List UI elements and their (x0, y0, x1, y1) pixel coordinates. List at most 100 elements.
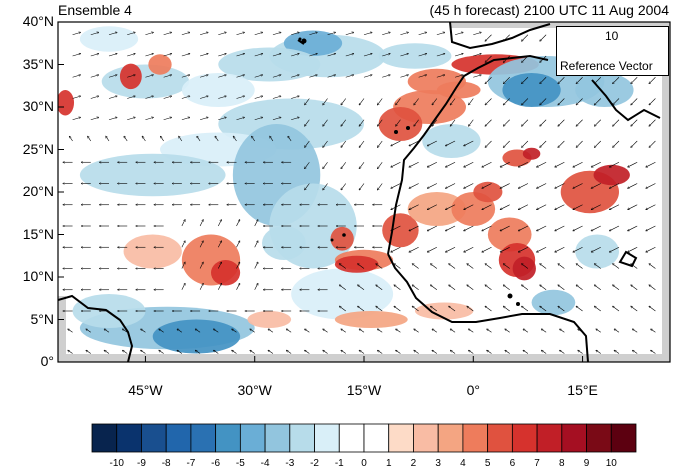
wind-vector (541, 350, 547, 354)
wind-vector (394, 306, 401, 312)
wind-vector (72, 75, 81, 78)
wind-vector (540, 264, 547, 269)
wind-vector (327, 32, 336, 36)
wind-vector (482, 225, 492, 231)
wind-vector (377, 98, 383, 105)
wind-vector (573, 161, 583, 167)
anomaly-blob (152, 319, 241, 354)
wind-vector (649, 77, 656, 83)
wind-vector (631, 285, 638, 290)
wind-vector (591, 204, 601, 210)
anomaly-blob (531, 289, 576, 316)
colorbar-tick-label: 1 (385, 458, 392, 469)
wind-vector (454, 54, 463, 57)
colorbar-cell (437, 423, 464, 453)
wind-vector (503, 285, 510, 290)
anomaly-blob (522, 147, 541, 160)
wind-vector (523, 329, 529, 333)
wind-vector (400, 32, 408, 36)
wind-vector (233, 136, 237, 142)
lon-label: 15°E (567, 382, 598, 398)
wind-vector (286, 329, 292, 333)
wind-vector (591, 161, 601, 167)
wind-vector (649, 98, 656, 105)
wind-vector (522, 285, 529, 290)
wind-vector (473, 75, 481, 78)
lon-label: 30°W (237, 382, 272, 398)
wind-vector (377, 119, 383, 126)
wind-vector (141, 350, 146, 354)
wind-vector (427, 225, 437, 231)
colorbar-tick-label: 10 (605, 458, 617, 469)
wind-vector (236, 54, 245, 57)
wind-vector (436, 54, 445, 57)
wind-vector (199, 241, 203, 248)
anomaly-blob (79, 153, 226, 197)
wind-vector (450, 119, 456, 126)
wind-vector (124, 136, 128, 142)
wind-vector (522, 98, 529, 105)
wind-vector (646, 225, 656, 231)
anomaly-blob (378, 107, 423, 141)
wind-vector (396, 98, 401, 105)
anomaly-blob (211, 260, 241, 286)
wind-vector (649, 285, 656, 290)
wind-vector (323, 162, 328, 168)
colorbar-tick-label: 2 (410, 458, 417, 469)
lat-label: 5°N (30, 310, 55, 327)
wind-vector (473, 54, 481, 57)
colorbar-cell (363, 423, 390, 453)
wind-vector (108, 96, 117, 99)
wind-vector (482, 183, 492, 189)
wind-vector (359, 183, 365, 190)
wind-vector (108, 54, 117, 57)
colorbar-tick-label: -5 (235, 458, 245, 469)
anomaly-blob (58, 90, 75, 116)
wind-vector (254, 75, 263, 78)
wind-vector (108, 32, 117, 36)
anomaly-blob (473, 181, 503, 203)
wind-vector (323, 183, 328, 190)
wind-vector (632, 350, 638, 354)
wind-vector (327, 54, 336, 57)
wind-vector (518, 204, 529, 210)
wind-vector (396, 119, 401, 126)
wind-vector (236, 96, 245, 99)
wind-vector (505, 329, 510, 333)
wind-vector (464, 183, 474, 189)
coastline (58, 22, 661, 362)
wind-vector (291, 75, 299, 78)
colorbar-cell (215, 423, 241, 453)
wind-vector (594, 140, 601, 147)
wind-vector (215, 136, 219, 142)
colorbar-tick-label: 4 (460, 458, 466, 469)
wind-vector (596, 350, 601, 354)
wind-vector (108, 117, 117, 121)
wind-vector (594, 98, 601, 105)
wind-vector (69, 136, 73, 142)
wind-vector (613, 119, 620, 126)
wind-vector (467, 306, 474, 312)
wind-vector (90, 96, 99, 99)
wind-vector (254, 241, 258, 248)
anomaly-blob (218, 47, 321, 82)
wind-vector (163, 75, 172, 78)
wind-vector (323, 350, 328, 354)
wind-vector (341, 162, 347, 168)
wind-vector (414, 98, 419, 105)
wind-vector (487, 329, 492, 333)
wind-vector (450, 350, 456, 354)
wind-vector (649, 140, 656, 147)
wind-vector (649, 264, 656, 269)
wind-vector (445, 140, 456, 146)
wind-vector (213, 329, 219, 333)
colorbar-tick-label: -1 (334, 458, 344, 469)
colorbar-cell (314, 423, 340, 453)
wind-vector (323, 119, 328, 126)
wind-vector (359, 140, 365, 147)
colorbar-tick-label: 8 (559, 458, 565, 469)
wind-vector (391, 161, 401, 167)
wind-vector (482, 161, 492, 167)
wind-vector (594, 264, 601, 269)
wind-vector (127, 32, 135, 36)
